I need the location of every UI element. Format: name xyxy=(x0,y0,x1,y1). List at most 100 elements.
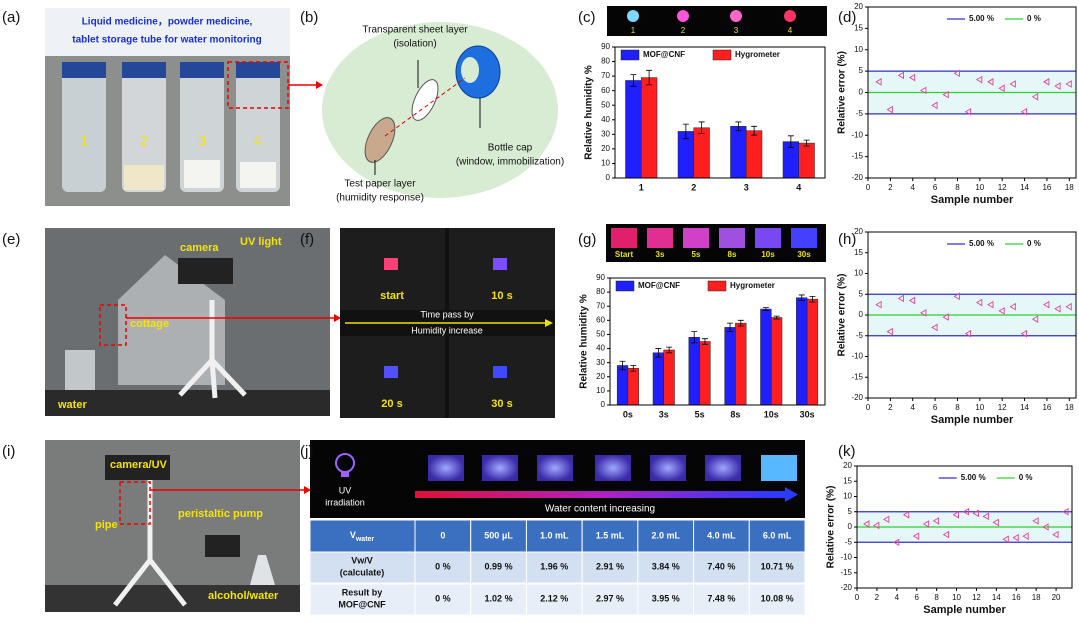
bar xyxy=(693,127,710,179)
y-tick-label: 15 xyxy=(854,23,863,32)
panel-label: (i) xyxy=(2,443,15,460)
point xyxy=(1012,533,1019,542)
x-tick-label: 18 xyxy=(1032,593,1041,602)
legend-swatch xyxy=(620,49,640,61)
point xyxy=(1043,300,1050,309)
panel-label: (f) xyxy=(300,231,314,248)
y-tick-label: 50 xyxy=(601,100,610,109)
point xyxy=(1022,532,1029,540)
table-cell-text: 2.91 % xyxy=(596,561,624,571)
point xyxy=(1065,80,1072,88)
y-tick-label: -20 xyxy=(851,393,863,402)
y-axis-label: Relative error (%) xyxy=(837,274,848,357)
y-tick-label: 0 xyxy=(859,88,864,97)
tile-label: 30 s xyxy=(491,398,512,410)
x-tick-label: 2 xyxy=(888,403,893,412)
table-cell-text: 3.95 % xyxy=(652,593,680,603)
strip-label: 3s xyxy=(656,250,665,259)
glow-dots xyxy=(627,10,796,22)
legend-label: 5.00 % xyxy=(969,239,994,248)
point xyxy=(920,309,927,317)
point xyxy=(1042,523,1049,531)
point xyxy=(1054,304,1061,313)
x-tick-label: 30s xyxy=(800,409,815,419)
x-tick-label: 8s xyxy=(730,409,740,419)
y-tick-label: 10 xyxy=(854,45,863,54)
arrow-label: Water content increasing xyxy=(545,504,655,515)
background-ellipse xyxy=(322,22,558,198)
vials xyxy=(62,62,280,192)
point xyxy=(863,520,870,528)
table-cell-text: 2.12 % xyxy=(540,593,568,603)
point xyxy=(952,511,959,519)
x-tick-label: 8 xyxy=(955,403,960,412)
bar xyxy=(627,368,639,406)
table-cell xyxy=(637,551,695,584)
point xyxy=(1054,82,1061,90)
y-tick-label: 10 xyxy=(854,269,863,278)
layer-label: Test paper layer xyxy=(344,179,416,190)
table-header: 4.0 mL xyxy=(707,530,736,540)
error-bar xyxy=(762,307,769,311)
y-tick-label: 10 xyxy=(843,492,852,501)
point xyxy=(886,327,893,336)
x-tick-label: 0 xyxy=(855,593,860,602)
glow-squares xyxy=(611,228,817,248)
x-tick-label: 20 xyxy=(1052,593,1061,602)
bar xyxy=(798,142,815,179)
point xyxy=(953,292,960,301)
legend-label: 5.00 % xyxy=(969,14,994,23)
y-tick-label: 60 xyxy=(601,86,610,95)
photo-label: camera xyxy=(180,242,219,254)
panel-label: (k) xyxy=(838,443,856,460)
test-paper xyxy=(364,117,396,163)
legend-label: 0 % xyxy=(1027,239,1041,248)
plot-frame xyxy=(867,231,1077,399)
strip-label: 4 xyxy=(788,26,793,35)
table-cell xyxy=(309,551,416,584)
legend-label: 0 % xyxy=(1027,14,1041,23)
table-cell xyxy=(748,583,806,616)
error-bar xyxy=(798,294,805,301)
glow-films xyxy=(428,455,797,481)
x-axis-label: Sample number xyxy=(931,414,1014,426)
panel-label: (b) xyxy=(300,9,318,26)
plot-frame xyxy=(867,6,1077,179)
legend-label: 0 % xyxy=(1019,473,1033,482)
phone xyxy=(178,258,233,284)
y-tick-label: 40 xyxy=(596,344,605,353)
x-tick-label: 18 xyxy=(1065,183,1074,192)
flask xyxy=(250,555,275,585)
table-cell xyxy=(470,551,527,584)
point xyxy=(873,521,880,530)
point xyxy=(998,84,1005,93)
y-tick-label: 90 xyxy=(601,42,610,51)
y-tick-label: 70 xyxy=(596,301,605,310)
point xyxy=(1052,530,1059,539)
y-axis-label: Relative error (%) xyxy=(837,51,848,134)
cottage-shape xyxy=(118,255,225,385)
x-tick-label: 0 xyxy=(866,183,871,192)
table-header: 2.0 mL xyxy=(651,530,680,540)
vial-label: 2 xyxy=(140,133,148,149)
table-cell xyxy=(748,519,806,553)
y-axis-label: Relative humidity % xyxy=(579,294,590,389)
arrow-head xyxy=(316,81,323,89)
point xyxy=(897,71,904,80)
error-bar xyxy=(682,123,689,140)
x-tick-label: 4 xyxy=(911,183,916,192)
table-cell xyxy=(693,583,750,616)
error-bar xyxy=(698,121,705,135)
table-cell-text: 1.02 % xyxy=(485,593,513,603)
caption-box xyxy=(45,8,290,56)
plot-frame xyxy=(856,465,1073,589)
x-tick-label: 6 xyxy=(933,403,938,412)
phone xyxy=(105,455,170,480)
vial-label: 4 xyxy=(254,133,262,149)
point xyxy=(882,515,890,524)
x-tick-label: 4 xyxy=(911,403,916,412)
arrow-head xyxy=(334,314,341,322)
bar xyxy=(724,327,736,406)
